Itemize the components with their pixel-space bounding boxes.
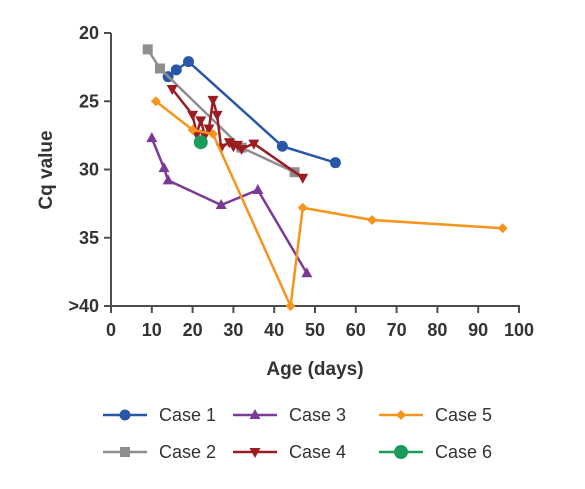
series-case-5 xyxy=(150,96,508,311)
x-tick-label: 20 xyxy=(183,320,203,340)
data-point xyxy=(211,110,223,121)
chart-series xyxy=(142,44,508,311)
x-tick-label: 40 xyxy=(264,320,284,340)
data-point xyxy=(154,63,165,74)
x-tick-label: 70 xyxy=(387,320,407,340)
y-tick-label: 25 xyxy=(79,91,99,111)
x-tick-label: 90 xyxy=(468,320,488,340)
data-point xyxy=(215,198,227,209)
legend-marker xyxy=(119,409,131,421)
x-tick-label: 0 xyxy=(106,320,116,340)
legend-item: Case 1 xyxy=(103,405,216,425)
data-point xyxy=(497,223,508,234)
y-tick-label: 30 xyxy=(79,160,99,180)
y-tick-label: 35 xyxy=(79,228,99,248)
x-tick-label: 10 xyxy=(142,320,162,340)
legend-label: Case 3 xyxy=(289,405,346,425)
y-axis-title: Cq value xyxy=(36,130,57,209)
data-point xyxy=(158,162,170,173)
legend-marker xyxy=(396,410,406,420)
chart-legend: Case 1 Case 2 Case 3 Case 4 Case 5 Case 6 xyxy=(103,405,492,462)
data-point xyxy=(146,132,158,143)
series-case-6 xyxy=(193,135,208,150)
legend-marker xyxy=(394,445,408,459)
data-point xyxy=(329,157,341,169)
data-point xyxy=(187,110,199,121)
data-point xyxy=(170,64,182,76)
data-point xyxy=(301,267,313,278)
data-point xyxy=(285,301,296,311)
series-line xyxy=(146,48,296,174)
legend-item: Case 2 xyxy=(103,442,216,462)
legend-item: Case 3 xyxy=(233,405,346,425)
data-point xyxy=(150,96,161,107)
series-line xyxy=(150,137,308,274)
x-tick-label: 50 xyxy=(305,320,325,340)
data-point xyxy=(276,140,288,152)
data-point xyxy=(183,56,195,68)
x-tick-label: 100 xyxy=(504,320,534,340)
data-point xyxy=(187,124,198,135)
x-axis-title: Age (days) xyxy=(266,359,363,380)
data-point xyxy=(252,183,264,194)
x-tick-label: 60 xyxy=(346,320,366,340)
legend-label: Case 5 xyxy=(435,405,492,425)
data-point xyxy=(142,44,153,55)
legend-marker xyxy=(249,409,261,419)
data-point xyxy=(297,202,308,213)
series-case-1 xyxy=(162,56,341,169)
data-point xyxy=(248,139,260,150)
data-point xyxy=(193,135,208,150)
data-point xyxy=(297,173,309,184)
legend-item: Case 4 xyxy=(233,442,346,462)
data-point xyxy=(195,116,207,127)
data-point xyxy=(166,84,178,95)
legend-label: Case 1 xyxy=(159,405,216,425)
legend-label: Case 4 xyxy=(289,442,346,462)
series-line xyxy=(155,100,503,308)
legend-label: Case 2 xyxy=(159,442,216,462)
data-point xyxy=(367,215,378,226)
legend-item: Case 6 xyxy=(379,442,492,462)
data-point xyxy=(236,145,248,156)
legend-item: Case 5 xyxy=(379,405,492,425)
x-tick-label: 80 xyxy=(427,320,447,340)
data-point xyxy=(203,124,215,135)
legend-marker xyxy=(249,448,261,458)
chart-axes: 0 10 20 30 40 50 60 70 80 90 100 20 25 30 35 >40 xyxy=(68,23,534,340)
data-point xyxy=(207,95,219,106)
series-case-3 xyxy=(146,132,313,278)
y-tick-label: 20 xyxy=(79,23,99,43)
x-tick-label: 30 xyxy=(223,320,243,340)
legend-label: Case 6 xyxy=(435,442,492,462)
data-point xyxy=(208,129,218,140)
data-point xyxy=(162,174,174,185)
legend-marker xyxy=(120,447,130,457)
y-tick-label: >40 xyxy=(68,296,99,316)
